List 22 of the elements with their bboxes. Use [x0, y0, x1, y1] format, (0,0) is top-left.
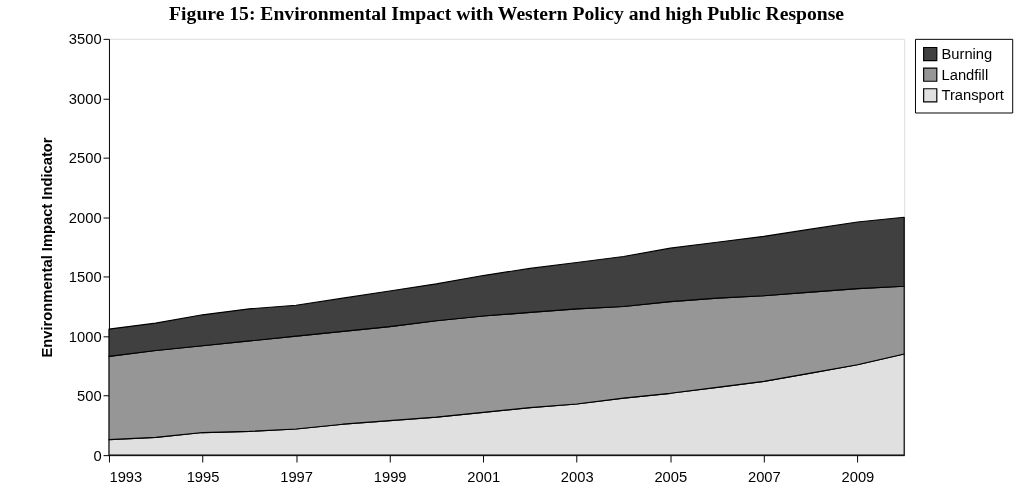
y-tick-label: 3000 — [68, 90, 102, 107]
legend-label: Landfill — [941, 66, 989, 83]
x-tick-label: 1993 — [109, 469, 143, 486]
y-axis-title: Environmental Impact Indicator — [39, 137, 56, 358]
x-tick-label: 1999 — [373, 469, 407, 486]
x-tick-label: 1997 — [280, 469, 313, 486]
y-tick-label: 1000 — [68, 328, 102, 345]
x-tick-label: 2007 — [747, 469, 781, 486]
x-tick-label: 2005 — [654, 469, 688, 486]
legend-label: Transport — [941, 87, 1004, 104]
x-tick-label: 1995 — [186, 469, 220, 486]
y-tick-label: 1500 — [68, 269, 102, 286]
y-tick-label: 3500 — [68, 31, 102, 48]
x-tick-label: 2009 — [841, 469, 875, 486]
chart-title: Figure 15: Environmental Impact with Western Policy and high Public Response — [169, 3, 845, 25]
x-tick-label: 2001 — [467, 469, 501, 486]
legend-label: Burning — [941, 45, 993, 62]
y-tick-label: 500 — [77, 388, 102, 405]
y-tick-label: 2000 — [68, 209, 102, 226]
y-tick-label: 0 — [93, 447, 102, 464]
x-tick-label: 2003 — [560, 469, 594, 486]
y-tick-label: 2500 — [68, 150, 102, 167]
